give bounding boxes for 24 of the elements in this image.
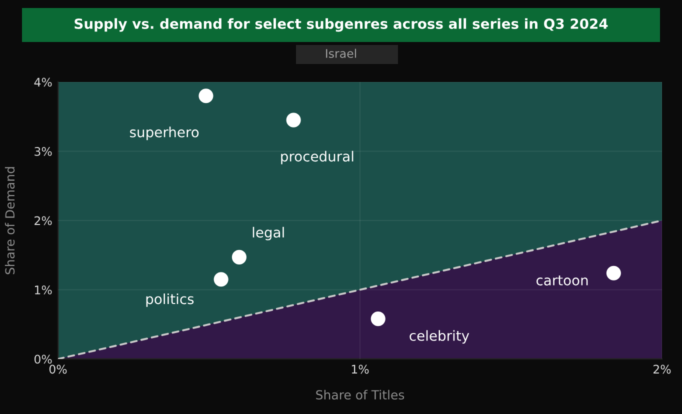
y-tick-label: 1% — [35, 285, 52, 294]
x-tick-label: 0% — [49, 364, 67, 374]
annotation: politics — [146, 293, 194, 307]
x-tick-label: 1% — [352, 364, 369, 374]
point — [214, 272, 228, 287]
annotation: cartoon — [536, 276, 588, 286]
y-axis-title: Share of Demand — [4, 167, 15, 274]
annotation: legal — [252, 226, 284, 240]
x-axis-title: Share of Titles — [316, 390, 404, 400]
y-tick-label: 0% — [34, 354, 52, 364]
annotation: superhero — [130, 126, 199, 140]
point — [286, 112, 301, 128]
point — [370, 312, 386, 326]
point — [198, 88, 214, 104]
annotation: procedural — [281, 150, 354, 164]
x-tick-label: 2% — [654, 364, 671, 374]
y-tick-label: 2% — [34, 216, 52, 226]
point — [232, 250, 246, 264]
annotation: celebrity — [410, 330, 470, 344]
chart-title: Supply vs. demand for select subgenres across all series in Q3 2024 — [74, 18, 608, 32]
y-tick-label: 3% — [34, 146, 52, 156]
chart-subtitle: Israel — [326, 48, 356, 58]
y-tick-label: 4% — [34, 78, 52, 87]
point — [606, 266, 621, 280]
